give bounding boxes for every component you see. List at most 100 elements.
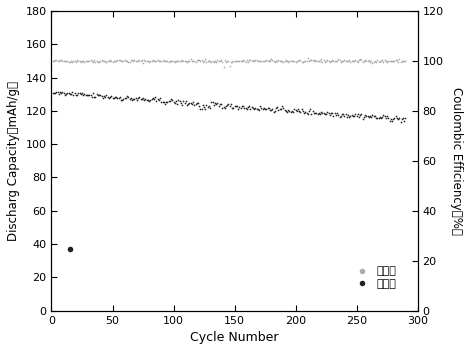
Point xyxy=(116,94,124,100)
X-axis label: Cycle Number: Cycle Number xyxy=(190,331,279,344)
Point xyxy=(70,58,77,64)
Point xyxy=(157,58,164,64)
Point xyxy=(83,59,91,64)
Point xyxy=(81,59,88,65)
Point xyxy=(351,59,358,64)
Point xyxy=(266,58,274,64)
Point xyxy=(175,59,182,64)
Point xyxy=(159,58,166,64)
Point xyxy=(231,104,238,109)
Point xyxy=(402,115,409,120)
Point xyxy=(354,112,361,117)
Point xyxy=(358,111,365,117)
Point xyxy=(304,55,312,61)
Point xyxy=(170,58,177,64)
Point xyxy=(247,106,254,112)
Point xyxy=(304,111,312,117)
Point xyxy=(310,110,318,116)
Point xyxy=(200,58,208,63)
Point xyxy=(208,59,215,65)
Point xyxy=(84,58,92,64)
Point xyxy=(309,58,316,63)
Point xyxy=(145,98,153,104)
Point xyxy=(381,114,388,119)
Point xyxy=(124,58,131,64)
Point xyxy=(368,58,375,64)
Point xyxy=(65,59,72,65)
Point xyxy=(251,105,259,111)
Point xyxy=(314,58,321,64)
Point xyxy=(122,58,130,64)
Point xyxy=(118,97,126,102)
Point xyxy=(99,58,107,64)
Point xyxy=(399,115,407,121)
Point xyxy=(172,98,180,104)
Point xyxy=(170,100,177,105)
Point xyxy=(303,58,310,64)
Point xyxy=(194,100,202,106)
Point xyxy=(118,58,126,64)
Point xyxy=(70,92,77,98)
Point xyxy=(109,95,116,101)
Point xyxy=(120,58,127,64)
Point xyxy=(264,105,271,111)
Point xyxy=(280,106,287,111)
Point xyxy=(286,58,293,64)
Point xyxy=(348,58,355,64)
Point xyxy=(284,59,292,65)
Point xyxy=(226,103,234,108)
Point xyxy=(294,58,302,63)
Point xyxy=(387,117,394,122)
Point xyxy=(109,59,116,65)
Point xyxy=(265,57,273,63)
Point xyxy=(275,58,282,63)
Point xyxy=(290,109,297,115)
Point xyxy=(317,110,325,115)
Point xyxy=(171,59,179,65)
Point xyxy=(258,105,265,111)
Point xyxy=(118,59,125,64)
Point xyxy=(114,58,121,63)
Point xyxy=(184,58,192,64)
Point xyxy=(141,97,148,103)
Point xyxy=(160,58,167,63)
Point xyxy=(196,58,203,63)
Point xyxy=(106,94,114,100)
Point xyxy=(233,58,241,64)
Point xyxy=(222,103,230,109)
Point xyxy=(380,112,387,118)
Point xyxy=(311,110,319,116)
Point xyxy=(375,115,382,120)
Point xyxy=(120,96,127,102)
Point xyxy=(216,58,224,64)
Point xyxy=(232,58,240,64)
Point xyxy=(226,63,234,69)
Point xyxy=(122,95,130,100)
Point xyxy=(200,104,208,110)
Point xyxy=(75,58,82,64)
Point xyxy=(257,59,264,64)
Point xyxy=(315,58,322,64)
Point xyxy=(327,59,335,64)
Point xyxy=(375,59,382,65)
Point xyxy=(202,106,209,112)
Point xyxy=(50,91,58,96)
Point xyxy=(178,102,186,107)
Point xyxy=(398,116,406,121)
Point xyxy=(391,115,398,121)
Point xyxy=(321,59,329,65)
Point xyxy=(217,58,225,63)
Point xyxy=(297,110,304,115)
Point xyxy=(302,109,309,115)
Point xyxy=(284,107,292,113)
Point xyxy=(82,58,89,64)
Point xyxy=(193,57,201,63)
Point xyxy=(237,106,244,111)
Point xyxy=(342,59,349,64)
Point xyxy=(130,58,137,64)
Point xyxy=(259,58,266,64)
Point xyxy=(315,110,322,115)
Point xyxy=(355,58,363,63)
Point xyxy=(63,92,70,97)
Point xyxy=(360,114,368,120)
